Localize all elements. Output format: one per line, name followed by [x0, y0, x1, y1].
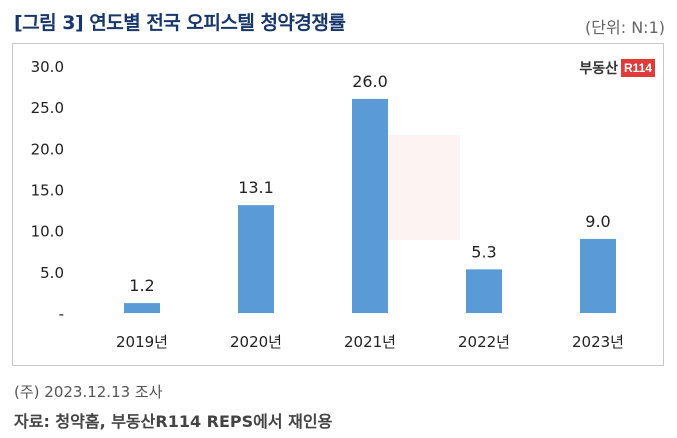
brand-mark: R114	[620, 59, 655, 77]
x-tick-label: 2022년	[458, 333, 510, 351]
chart-title: [그림 3] 연도별 전국 오피스텔 청약경쟁률	[14, 12, 346, 34]
bar-value-label: 26.0	[352, 72, 388, 91]
unit-label: (단위: N:1)	[585, 18, 665, 37]
y-tick-label: 20.0	[31, 140, 64, 158]
bar-value-label: 13.1	[238, 178, 274, 197]
x-tick-label: 2019년	[116, 333, 168, 351]
y-tick-label: 15.0	[31, 182, 64, 200]
brand-logo: 부동산 R114	[579, 58, 655, 78]
source-note: 자료: 청약홈, 부동산R114 REPS에서 재인용	[14, 412, 333, 431]
bar-value-label: 1.2	[129, 276, 154, 295]
bar	[580, 238, 616, 313]
bar	[352, 98, 388, 313]
bar	[466, 269, 502, 313]
x-tick-label: 2021년	[344, 333, 396, 351]
y-tick-label: 5.0	[40, 264, 64, 282]
bar-value-label: 9.0	[585, 212, 610, 231]
bar	[238, 205, 274, 313]
bar	[124, 303, 160, 313]
brand-text: 부동산	[579, 61, 618, 77]
bar-value-label: 5.3	[471, 242, 496, 261]
y-tick-label: 10.0	[31, 223, 64, 241]
x-tick-label: 2020년	[230, 333, 282, 351]
y-tick-label: 30.0	[31, 58, 64, 76]
chart-frame: 부동산 R114	[12, 43, 664, 366]
y-tick-label: -	[59, 305, 64, 323]
footnote: (주) 2023.12.13 조사	[14, 383, 163, 401]
x-tick-label: 2023년	[572, 333, 624, 351]
y-tick-label: 25.0	[31, 99, 64, 117]
